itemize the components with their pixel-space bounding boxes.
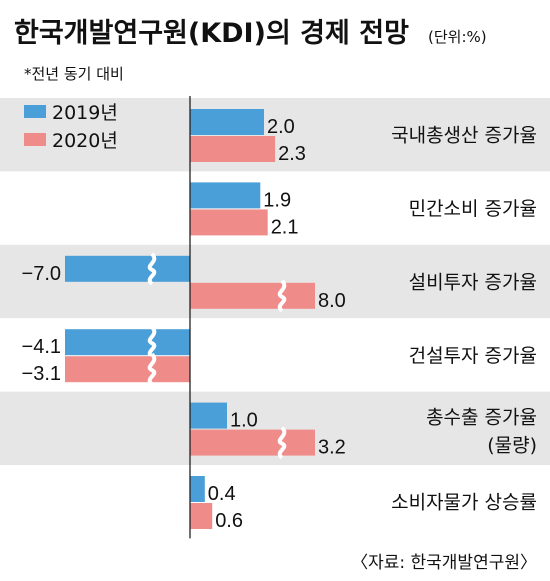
plot-area: 2.0 1.9 −7.0 −4.1 1.0 0.4 2.3 2.1 8.0 −3.1 3.2 0.6 국… xyxy=(0,96,550,539)
chart-title: 한국개발연구원(KDI)의 경제 전망 xyxy=(14,18,409,49)
legend-label: 2019년 xyxy=(52,102,118,124)
category-label: 민간소비 증가율 xyxy=(409,198,537,220)
category-label: 설비투자 증가율 xyxy=(409,272,537,294)
data-label: 1.9 xyxy=(263,189,291,211)
data-label: −4.1 xyxy=(22,336,61,358)
bar-2019 xyxy=(65,329,190,356)
data-label: 1.0 xyxy=(230,410,258,432)
axis-break-mark xyxy=(147,325,157,359)
axis-break-mark xyxy=(147,252,157,286)
data-label: 8.0 xyxy=(318,290,346,312)
bar-2019 xyxy=(190,402,227,429)
data-label: 2.0 xyxy=(267,116,295,138)
bar-2019 xyxy=(190,109,264,135)
axis-break-mark xyxy=(277,426,287,460)
category-label-sub: (물량) xyxy=(487,434,537,456)
unit-label: (단위:%) xyxy=(428,28,487,46)
bar-2020 xyxy=(190,136,276,162)
legend-label: 2020년 xyxy=(52,130,118,152)
axis-break-mark xyxy=(147,352,157,386)
bar-2020 xyxy=(190,282,315,309)
category-label: 소비자물가 상승률 xyxy=(391,492,537,514)
data-label: 2.3 xyxy=(278,143,306,165)
data-label: 3.2 xyxy=(318,437,346,459)
bar-2019 xyxy=(65,255,190,282)
bar-2020 xyxy=(190,209,268,236)
footnote: *전년 동기 대비 xyxy=(24,65,124,83)
data-label: 0.4 xyxy=(208,483,236,505)
bar-2019 xyxy=(190,182,261,209)
legend-swatch xyxy=(24,133,46,146)
category-label: 건설투자 증가율 xyxy=(409,345,537,367)
bar-2020 xyxy=(65,356,190,383)
bar-2020 xyxy=(190,503,213,529)
data-label: −3.1 xyxy=(22,363,61,385)
data-label: 0.6 xyxy=(215,510,243,532)
bar-2019 xyxy=(190,476,205,502)
legend-swatch xyxy=(24,105,46,118)
source-label: 〈자료: 한국개발연구원〉 xyxy=(351,553,537,573)
data-label: −7.0 xyxy=(22,263,61,285)
data-label: 2.1 xyxy=(271,216,299,238)
axis-break-mark xyxy=(277,279,287,313)
category-label: 총수출 증가율 xyxy=(426,406,537,428)
category-label: 국내총생산 증가율 xyxy=(391,125,537,147)
bar-2020 xyxy=(190,429,315,456)
